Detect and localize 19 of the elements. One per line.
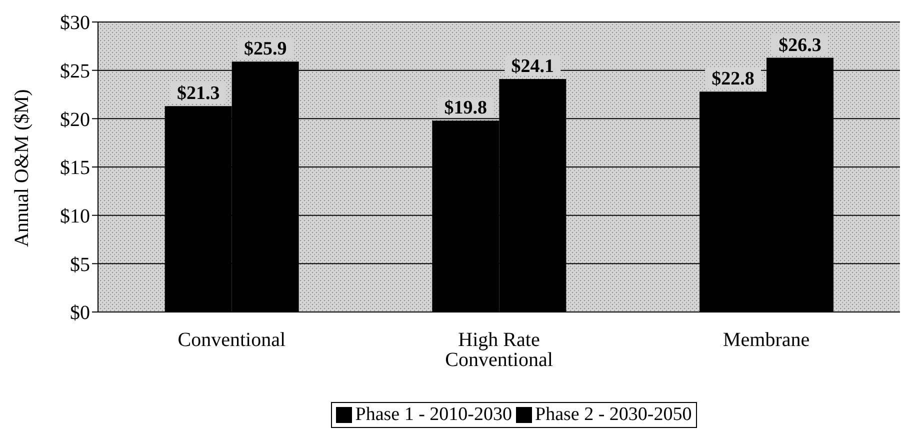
legend-label: Phase 1 - 2010-2030: [354, 404, 512, 426]
x-tick-label: Membrane: [723, 329, 810, 352]
y-tick-label: $20: [60, 108, 90, 131]
y-tick-label: $0: [70, 302, 90, 324]
y-tick-label: $10: [60, 205, 90, 228]
y-tick-label: $25: [60, 60, 90, 82]
x-tick-label: High Rate Conventional: [445, 329, 554, 372]
x-tick-label: Conventional: [178, 329, 286, 352]
data-label: $24.1: [511, 56, 554, 78]
data-label: $22.8: [712, 68, 754, 90]
legend-label: Phase 2 - 2030-2050: [534, 404, 692, 426]
data-label: $25.9: [244, 38, 287, 60]
y-tick-label: $30: [60, 12, 90, 34]
data-label: $21.3: [176, 83, 220, 104]
data-label: $26.3: [778, 34, 822, 56]
y-tick-label: $15: [60, 157, 90, 180]
y-axis-title: Annual O&M ($M): [11, 89, 34, 247]
y-tick-label: $5: [70, 254, 90, 276]
data-label: $19.8: [444, 98, 488, 119]
